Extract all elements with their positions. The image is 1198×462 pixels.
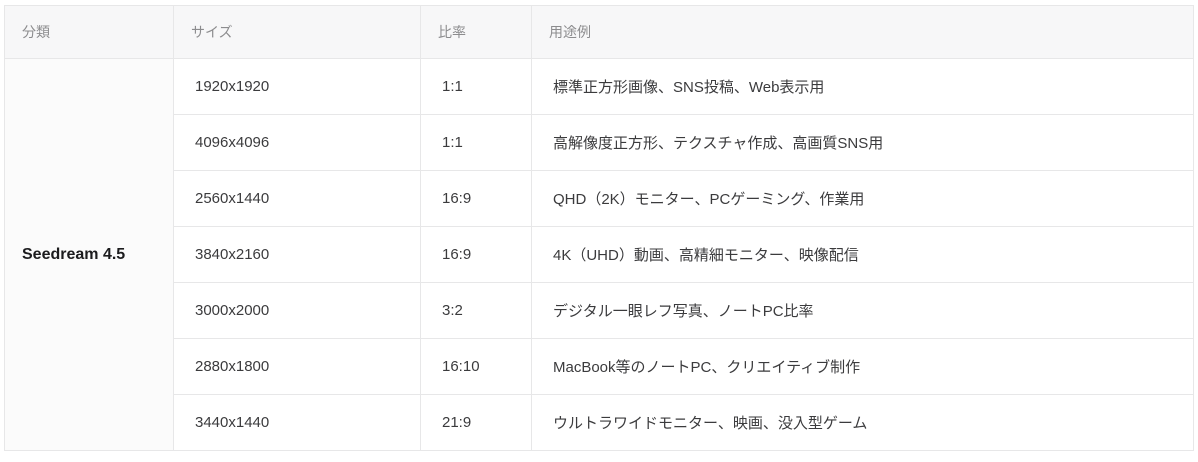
- cell-usage: 4K（UHD）動画、高精細モニター、映像配信: [531, 226, 1194, 283]
- cell-ratio: 21:9: [420, 394, 532, 451]
- cell-size: 3840x2160: [173, 226, 421, 283]
- cell-usage: QHD（2K）モニター、PCゲーミング、作業用: [531, 170, 1194, 227]
- cell-ratio: 1:1: [420, 58, 532, 115]
- table-row: 3840x2160 16:9 4K（UHD）動画、高精細モニター、映像配信: [5, 226, 1194, 283]
- column-header-category: 分類: [4, 5, 174, 59]
- cell-usage: ウルトラワイドモニター、映画、没入型ゲーム: [531, 394, 1194, 451]
- cell-size: 4096x4096: [173, 114, 421, 171]
- table-body: Seedream 4.5 1920x1920 1:1 標準正方形画像、SNS投稿…: [4, 58, 1194, 451]
- size-spec-table: 分類 サイズ 比率 用途例 Seedream 4.5 1920x1920 1:1…: [4, 5, 1194, 451]
- column-header-usage: 用途例: [531, 5, 1194, 59]
- cell-size: 2560x1440: [173, 170, 421, 227]
- column-header-ratio: 比率: [420, 5, 532, 59]
- table-row: 2880x1800 16:10 MacBook等のノートPC、クリエイティブ制作: [5, 338, 1194, 395]
- cell-usage: MacBook等のノートPC、クリエイティブ制作: [531, 338, 1194, 395]
- cell-size: 2880x1800: [173, 338, 421, 395]
- cell-ratio: 16:10: [420, 338, 532, 395]
- table-row: Seedream 4.5 1920x1920 1:1 標準正方形画像、SNS投稿…: [4, 58, 1194, 451]
- cell-ratio: 16:9: [420, 170, 532, 227]
- header-row: 分類 サイズ 比率 用途例: [4, 5, 1194, 59]
- table-header: 分類 サイズ 比率 用途例: [4, 5, 1194, 59]
- cell-size: 3000x2000: [173, 282, 421, 339]
- cell-usage: 高解像度正方形、テクスチャ作成、高画質SNS用: [531, 114, 1194, 171]
- cell-usage: デジタル一眼レフ写真、ノートPC比率: [531, 282, 1194, 339]
- cell-ratio: 16:9: [420, 226, 532, 283]
- cell-usage: 標準正方形画像、SNS投稿、Web表示用: [531, 58, 1194, 115]
- cell-ratio: 1:1: [420, 114, 532, 171]
- table-row: 4096x4096 1:1 高解像度正方形、テクスチャ作成、高画質SNS用: [5, 114, 1194, 171]
- table-row: 3440x1440 21:9 ウルトラワイドモニター、映画、没入型ゲーム: [5, 394, 1194, 451]
- cell-ratio: 3:2: [420, 282, 532, 339]
- table-row: 3000x2000 3:2 デジタル一眼レフ写真、ノートPC比率: [5, 282, 1194, 339]
- cell-size: 3440x1440: [173, 394, 421, 451]
- table-row: 2560x1440 16:9 QHD（2K）モニター、PCゲーミング、作業用: [5, 170, 1194, 227]
- group-cell-seedream: Seedream 4.5: [4, 58, 174, 451]
- cell-size: 1920x1920: [173, 58, 421, 115]
- column-header-size: サイズ: [173, 5, 421, 59]
